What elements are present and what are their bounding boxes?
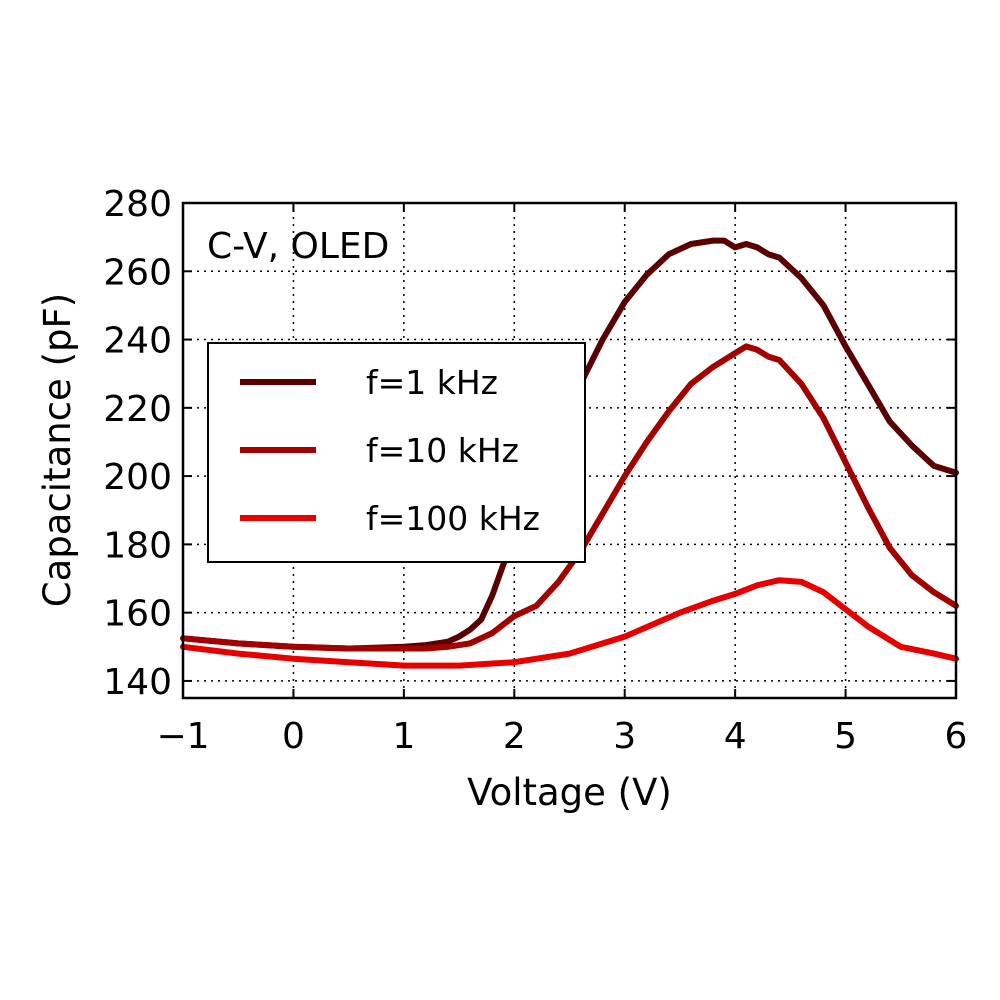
series-layer: [180, 237, 959, 669]
series-line-1: [180, 237, 959, 652]
x-tick-label: 0: [282, 716, 305, 757]
chart-annotation: C-V, OLED: [207, 226, 389, 267]
x-tick-label: 5: [834, 716, 857, 757]
x-tick-label: 1: [392, 716, 415, 757]
y-tick-label: 220: [103, 389, 172, 430]
y-tick-label: 200: [103, 457, 172, 498]
series-line-2: [180, 343, 959, 652]
series-line-3: [180, 577, 959, 669]
legend-label-2: f=10 kHz: [366, 431, 519, 470]
x-tick-label: 6: [945, 716, 968, 757]
y-tick-label: 280: [103, 184, 172, 225]
legend-label-1: f=1 kHz: [366, 363, 498, 402]
y-tick-label: 180: [103, 525, 172, 566]
plot-frame: [181, 201, 958, 700]
legend-label-3: f=100 kHz: [366, 499, 540, 538]
x-tick-label: −1: [156, 716, 209, 757]
y-tick-label: 140: [103, 662, 172, 703]
x-tick-label: 2: [503, 716, 526, 757]
y-tick-label: 240: [103, 321, 172, 362]
x-tick-label: 4: [724, 716, 747, 757]
x-tick-label: 3: [613, 716, 636, 757]
y-tick-label: 260: [103, 252, 172, 293]
y-tick-label: 160: [103, 594, 172, 635]
x-axis-label: Voltage (V): [467, 771, 672, 814]
tick-layer: −1 0 1 2 3 4 5 6 140 160 180 200 220 240 260 280: [103, 184, 967, 757]
legend: f=1 kHz f=10 kHz f=100 kHz: [207, 342, 586, 563]
y-axis-label: Capacitance (pF): [36, 293, 79, 607]
